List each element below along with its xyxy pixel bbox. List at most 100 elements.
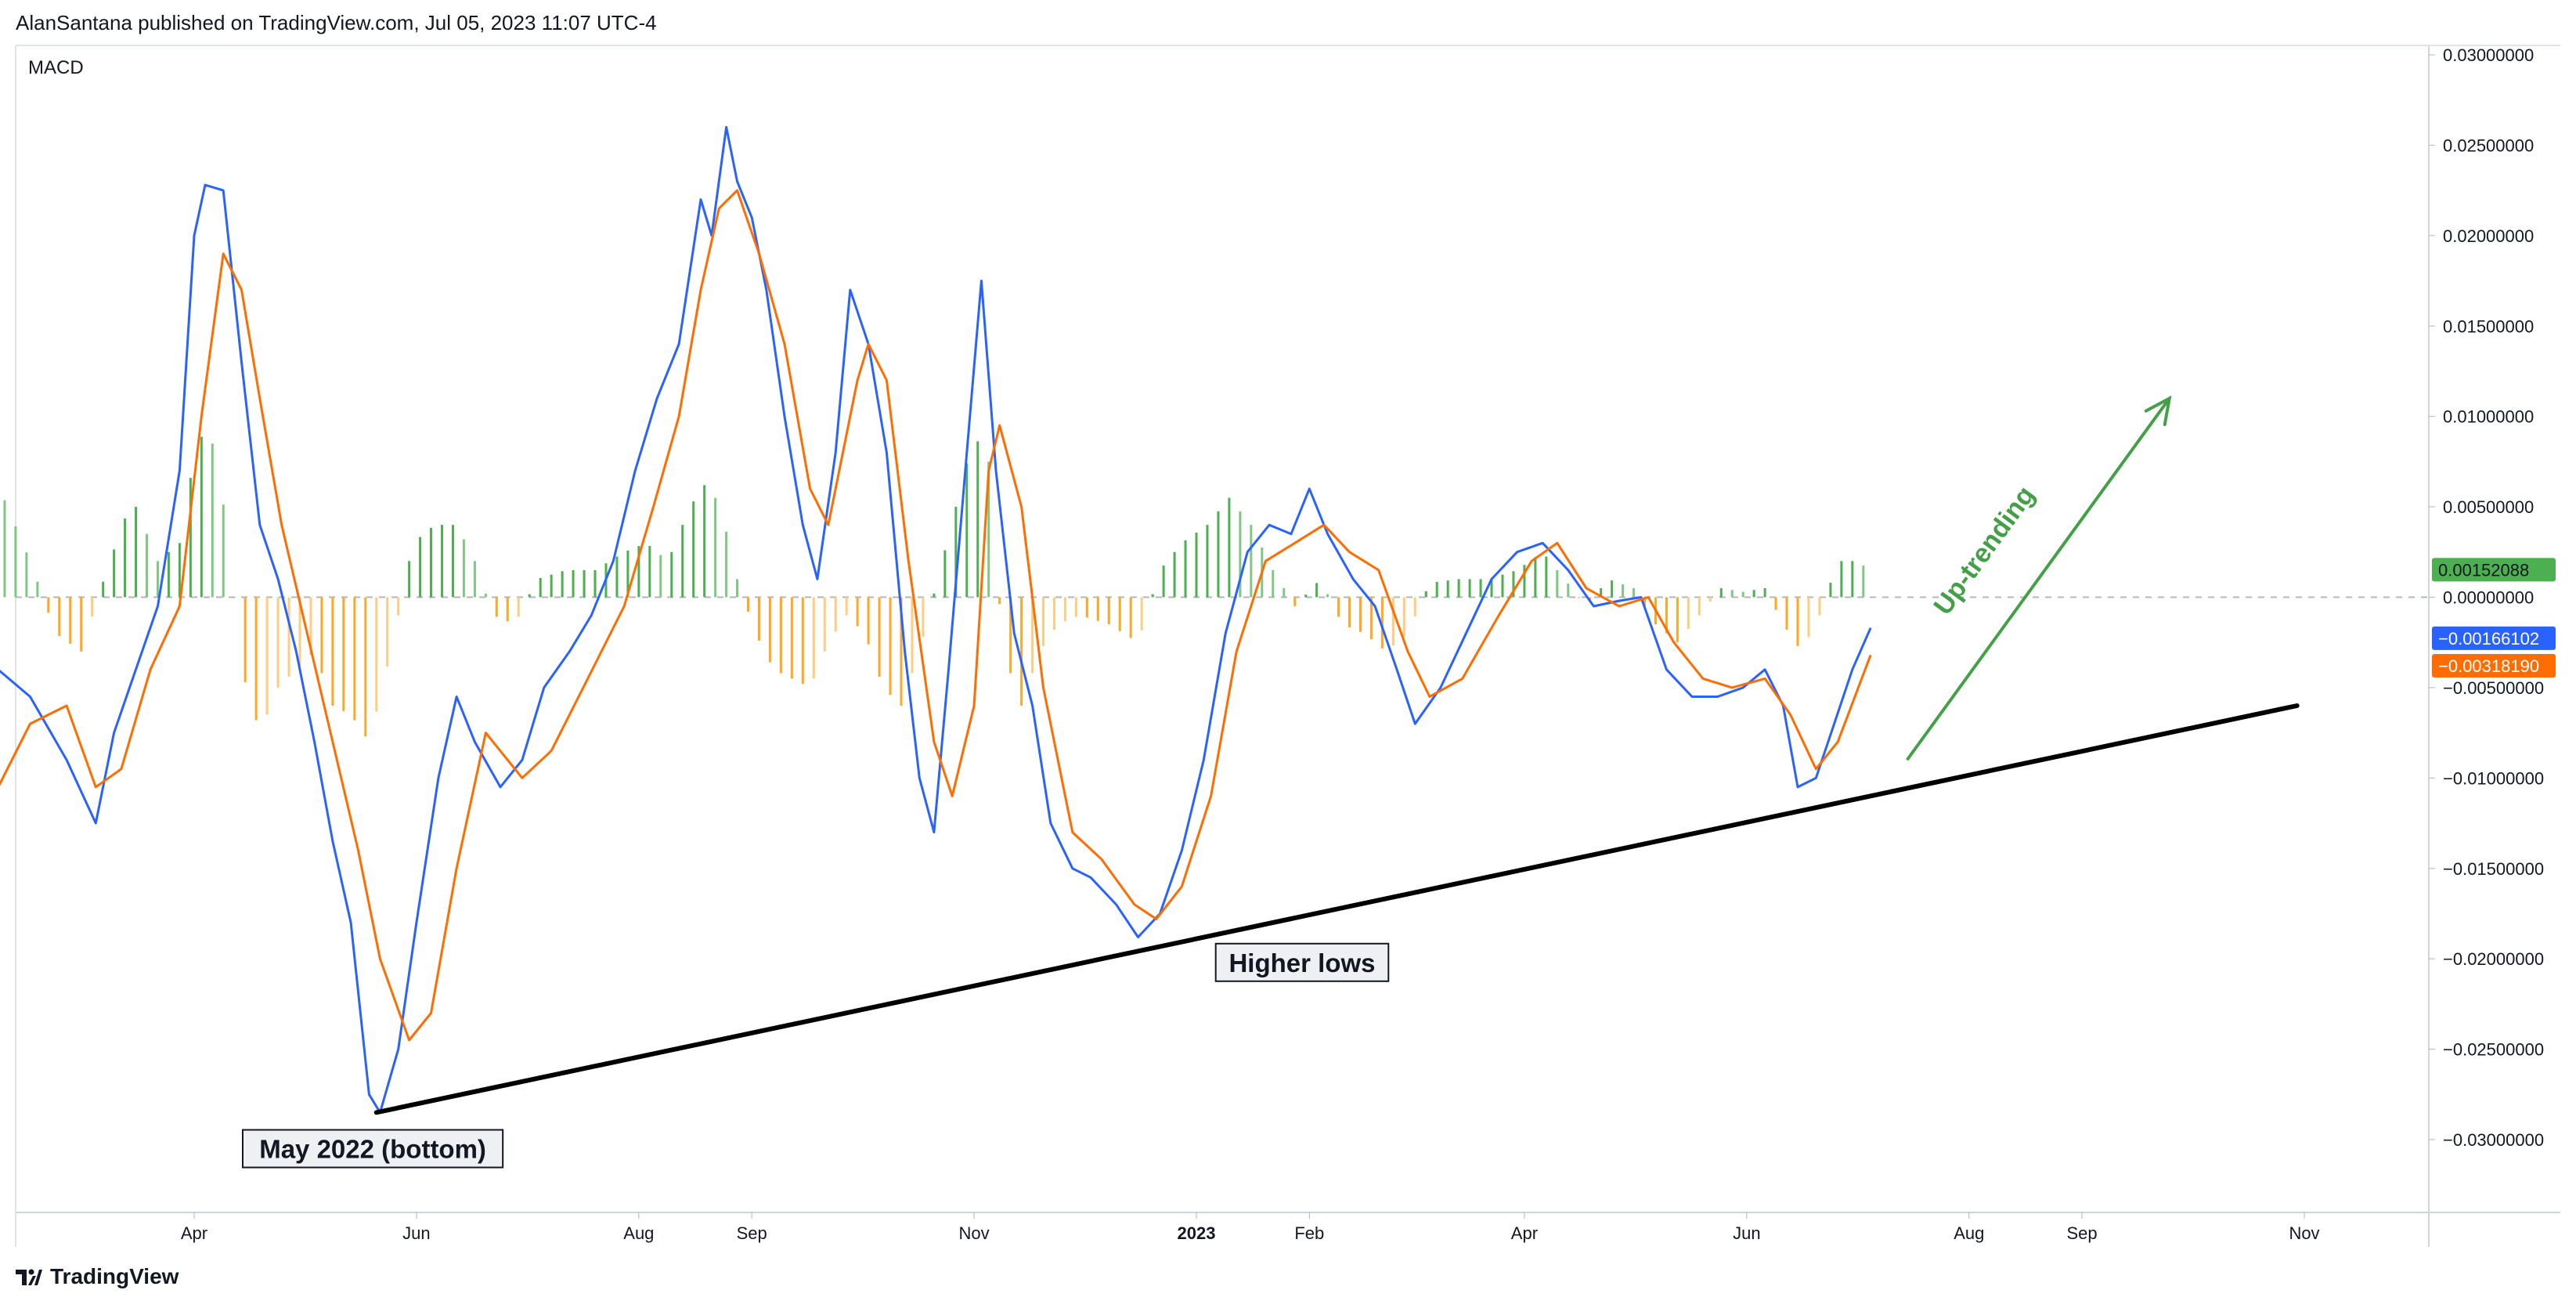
histogram-bar <box>1633 587 1636 598</box>
y-tick-label: 0.02500000 <box>2443 135 2534 155</box>
histogram-bar <box>1719 587 1723 598</box>
x-tick-label: Jun <box>402 1223 430 1243</box>
histogram-bar <box>135 507 138 598</box>
annotation-box <box>1214 942 1390 982</box>
histogram-bar <box>342 597 345 711</box>
histogram-bar <box>1829 583 1832 598</box>
histogram-bar <box>1534 557 1537 598</box>
histogram-bar <box>1217 511 1220 598</box>
histogram-bar <box>768 597 771 663</box>
histogram-bar <box>1293 597 1297 607</box>
histogram-bar <box>484 593 487 598</box>
last-value-label-text: −0.00318190 <box>2438 656 2539 676</box>
histogram-bars <box>3 436 1865 737</box>
histogram-bar <box>1250 525 1253 598</box>
last-value-label: −0.00318190 <box>2432 653 2556 677</box>
histogram-bar <box>933 593 936 598</box>
histogram-bar <box>736 579 739 598</box>
last-value-label: 0.00152088 <box>2432 558 2556 582</box>
histogram-bar <box>1206 525 1209 598</box>
x-axis: Apr Jun Aug Sep Nov 2023 Feb Apr Jun Aug Sep Nov <box>181 1212 2320 1243</box>
histogram-bar <box>1424 591 1427 598</box>
histogram-bar <box>254 597 258 721</box>
histogram-bar <box>1501 574 1504 598</box>
histogram-bar <box>1697 597 1701 616</box>
histogram-bar <box>80 597 83 652</box>
histogram-bar <box>178 543 181 598</box>
histogram-bar <box>1840 561 1843 598</box>
histogram-bar <box>1741 591 1744 598</box>
histogram-bar <box>725 531 728 598</box>
histogram-bar <box>1129 597 1132 638</box>
histogram-bar <box>1687 597 1690 629</box>
histogram-bar <box>276 597 280 688</box>
histogram-bar <box>878 597 881 677</box>
histogram-bar <box>1622 584 1625 598</box>
histogram-bar <box>156 561 159 598</box>
histogram-bar <box>189 478 192 598</box>
histogram-bar <box>419 537 422 598</box>
x-tick-label: Aug <box>623 1223 654 1243</box>
histogram-bar <box>1326 594 1329 598</box>
y-tick-label: 0.03000000 <box>2443 45 2534 65</box>
histogram-bar <box>1173 551 1176 598</box>
tradingview-logo-icon <box>16 1269 42 1285</box>
histogram-bar <box>539 577 542 598</box>
histogram-bar <box>900 597 903 706</box>
histogram-bar <box>167 551 170 598</box>
histogram-bar <box>561 571 564 598</box>
histogram-bar <box>91 597 94 617</box>
y-tick-label: −0.01000000 <box>2443 768 2544 788</box>
histogram-bar <box>1239 511 1242 598</box>
series-lines <box>0 125 1872 1114</box>
histogram-bar <box>1151 594 1154 598</box>
histogram-bar <box>1402 597 1405 637</box>
x-tick-label: Nov <box>959 1223 990 1243</box>
x-tick-label: Aug <box>1954 1223 1984 1243</box>
histogram-bar <box>517 597 520 617</box>
annotation-box <box>241 1129 504 1169</box>
histogram-bar <box>124 518 127 598</box>
histogram-bar <box>287 597 290 677</box>
histogram-bar <box>1020 597 1023 706</box>
histogram-bar <box>1600 587 1603 598</box>
x-tick-label: Feb <box>1294 1223 1324 1243</box>
histogram-bar <box>353 597 356 721</box>
histogram-bar <box>528 594 531 598</box>
x-tick-label: Sep <box>737 1223 767 1243</box>
x-tick-label: Sep <box>2066 1223 2097 1243</box>
histogram-bar <box>626 550 630 598</box>
x-tick-label: 2023 <box>1178 1223 1216 1243</box>
histogram-bar <box>222 504 225 598</box>
histogram-bar <box>309 597 312 656</box>
histogram-bar <box>681 525 684 598</box>
histogram-bar <box>364 597 367 737</box>
last-value-label-bg <box>2432 558 2556 582</box>
histogram-bar <box>1752 590 1755 598</box>
histogram-bar <box>615 556 619 598</box>
histogram-bar <box>1118 597 1121 631</box>
histogram-bar <box>823 597 826 652</box>
histogram-bar <box>1763 587 1766 598</box>
histogram-bar <box>145 533 148 598</box>
histogram-bar <box>211 443 214 598</box>
annotation-higher-lows: Higher lows <box>1214 942 1390 982</box>
histogram-bar <box>943 550 947 598</box>
histogram-bar <box>1304 594 1308 598</box>
last-value-label: −0.00166102 <box>2432 626 2556 650</box>
histogram-bar <box>1413 597 1416 617</box>
histogram-bar <box>692 501 695 598</box>
histogram-bar <box>1228 497 1231 598</box>
uptrend-arrow-head <box>2144 395 2172 427</box>
histogram-bar <box>1052 597 1055 631</box>
histogram-bar <box>1556 569 1559 598</box>
histogram-bar <box>954 507 958 598</box>
histogram-bar <box>637 546 640 598</box>
last-value-label-text: −0.00166102 <box>2438 629 2539 649</box>
histogram-bar <box>1369 597 1373 640</box>
histogram-bar <box>1074 597 1077 617</box>
histogram-bar <box>1195 533 1198 598</box>
histogram-bar <box>495 597 498 617</box>
histogram-bar <box>1315 583 1319 598</box>
histogram-bar <box>47 597 50 613</box>
